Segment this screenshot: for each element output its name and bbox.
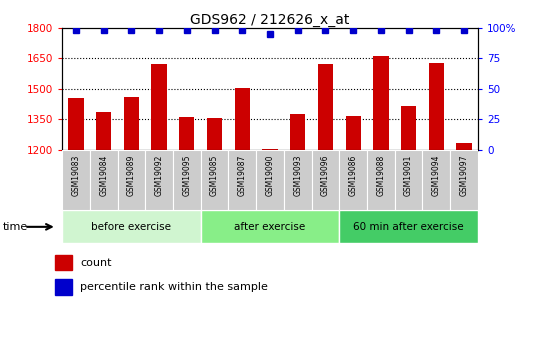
Bar xyxy=(262,149,278,150)
Bar xyxy=(118,150,145,210)
Bar xyxy=(228,150,256,210)
Bar xyxy=(339,210,478,243)
Text: percentile rank within the sample: percentile rank within the sample xyxy=(80,282,268,292)
Bar xyxy=(373,56,388,150)
Text: GSM19091: GSM19091 xyxy=(404,155,413,196)
Bar xyxy=(256,150,284,210)
Bar xyxy=(96,112,111,150)
Bar xyxy=(290,114,305,150)
Text: GSM19092: GSM19092 xyxy=(154,155,164,196)
Bar xyxy=(401,106,416,150)
Bar xyxy=(312,150,339,210)
Title: GDS962 / 212626_x_at: GDS962 / 212626_x_at xyxy=(190,12,350,27)
Text: count: count xyxy=(80,258,112,268)
Text: GSM19084: GSM19084 xyxy=(99,155,108,196)
Text: GSM19090: GSM19090 xyxy=(266,155,274,196)
Bar xyxy=(450,150,478,210)
Text: GSM19096: GSM19096 xyxy=(321,155,330,196)
Bar xyxy=(201,150,228,210)
Text: time: time xyxy=(3,222,28,232)
Bar xyxy=(207,118,222,150)
Text: GSM19097: GSM19097 xyxy=(460,155,469,196)
Bar xyxy=(395,150,422,210)
Bar xyxy=(152,64,167,150)
Bar xyxy=(62,210,201,243)
Bar xyxy=(62,150,90,210)
Text: GSM19083: GSM19083 xyxy=(71,155,80,196)
Text: before exercise: before exercise xyxy=(91,222,171,232)
Text: GSM19094: GSM19094 xyxy=(432,155,441,196)
Text: GSM19089: GSM19089 xyxy=(127,155,136,196)
Bar xyxy=(367,150,395,210)
Text: 60 min after exercise: 60 min after exercise xyxy=(353,222,464,232)
Bar xyxy=(346,116,361,150)
Bar xyxy=(235,88,250,150)
Text: GSM19088: GSM19088 xyxy=(376,155,386,196)
Bar xyxy=(284,150,312,210)
Text: GSM19095: GSM19095 xyxy=(183,155,191,196)
Text: after exercise: after exercise xyxy=(234,222,306,232)
Bar xyxy=(201,210,339,243)
Bar xyxy=(124,97,139,150)
Bar xyxy=(90,150,118,210)
Bar xyxy=(173,150,201,210)
Text: GSM19093: GSM19093 xyxy=(293,155,302,196)
Bar xyxy=(429,63,444,150)
Text: GSM19085: GSM19085 xyxy=(210,155,219,196)
Text: GSM19086: GSM19086 xyxy=(349,155,357,196)
Bar xyxy=(55,279,72,295)
Bar xyxy=(55,255,72,270)
Bar xyxy=(339,150,367,210)
Bar xyxy=(69,98,84,150)
Text: GSM19087: GSM19087 xyxy=(238,155,247,196)
Bar xyxy=(145,150,173,210)
Bar xyxy=(456,143,471,150)
Bar xyxy=(179,117,194,150)
Bar xyxy=(422,150,450,210)
Bar xyxy=(318,64,333,150)
